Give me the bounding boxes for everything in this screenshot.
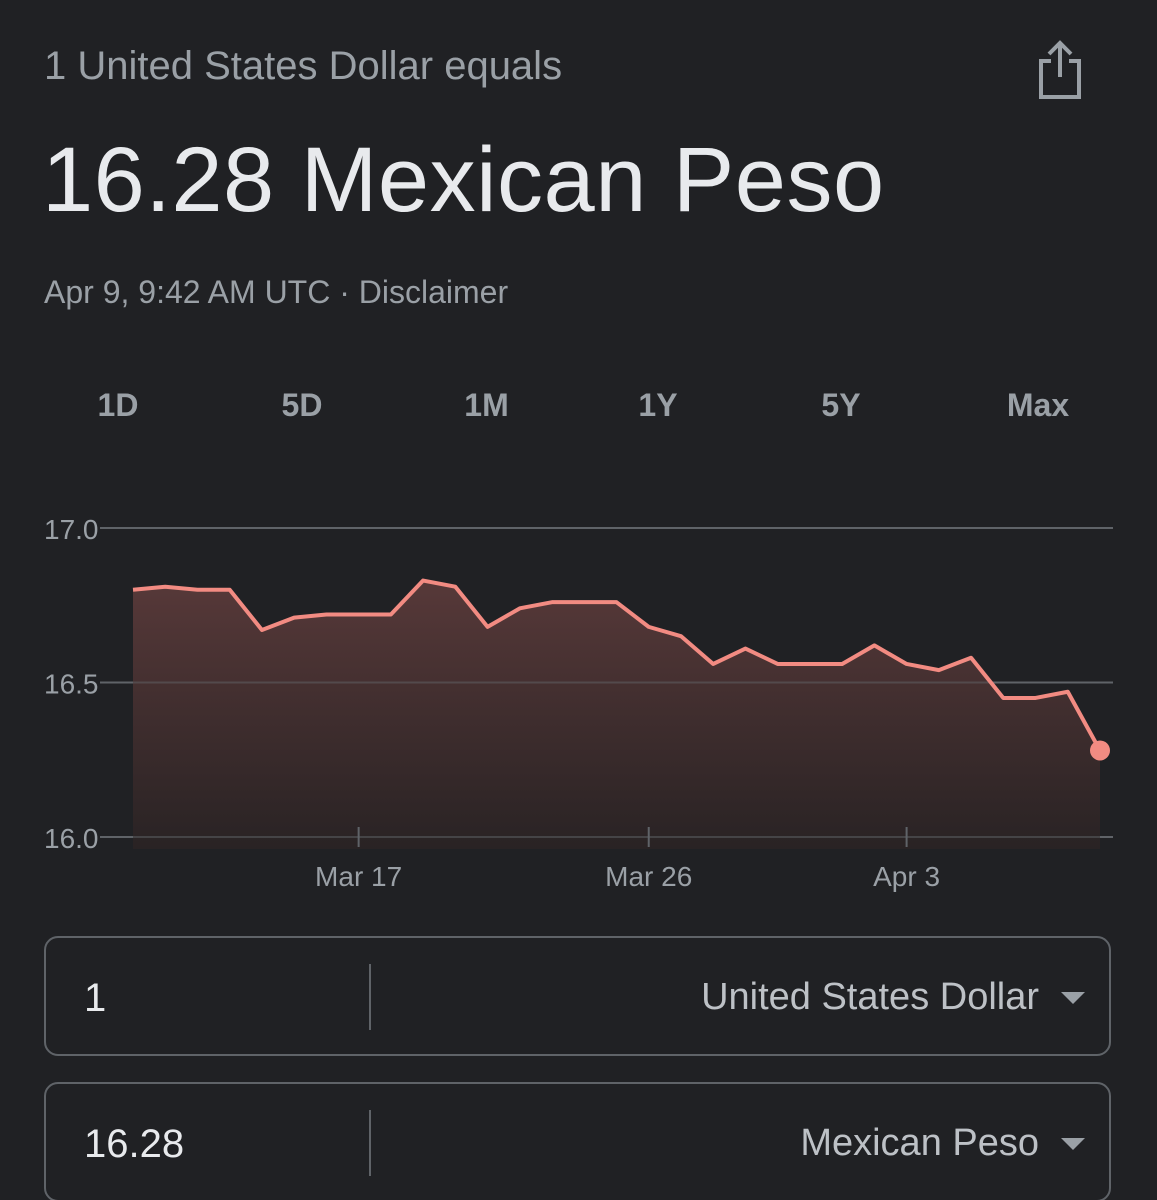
conversion-subtitle: 1 United States Dollar equals (44, 44, 563, 88)
y-tick-label: 16.0 (44, 823, 99, 854)
divider (369, 1110, 371, 1176)
tab-1y[interactable]: 1Y (638, 387, 678, 423)
from-currency-row: 1 United States Dollar (44, 936, 1111, 1056)
chart-area-fill (133, 580, 1100, 849)
disclaimer-link[interactable]: Disclaimer (358, 274, 509, 310)
x-tick-label: Mar 17 (315, 861, 402, 892)
tab-5d[interactable]: 5D (281, 387, 323, 423)
share-icon (1039, 40, 1081, 99)
y-tick-label: 17.0 (44, 514, 99, 545)
time-range-tabs: 1D 5D 1M 1Y 5Y Max (0, 372, 1157, 438)
tab-1m[interactable]: 1M (464, 387, 509, 423)
timestamp-line: Apr 9, 9:42 AM UTC · Disclaimer (44, 274, 508, 311)
chart-svg: 17.0 16.5 16.0 Mar 17 Mar 26 Apr 3 (44, 514, 1113, 892)
series-endpoint (1090, 740, 1110, 761)
divider (369, 964, 371, 1030)
tab-max[interactable]: Max (1006, 387, 1070, 423)
y-tick-label: 16.5 (44, 669, 99, 700)
tab-1d[interactable]: 1D (97, 387, 139, 423)
x-tick-label: Apr 3 (873, 861, 940, 892)
x-tick-label: Mar 26 (605, 861, 692, 892)
to-currency-row: 16.28 Mexican Peso (44, 1082, 1111, 1200)
share-button[interactable] (1024, 34, 1096, 106)
tab-5y[interactable]: 5Y (821, 387, 861, 423)
converted-value-heading: 16.28 Mexican Peso (42, 129, 885, 231)
from-amount-input[interactable]: 1 (84, 976, 107, 1020)
separator: · (339, 274, 350, 310)
timestamp: Apr 9, 9:42 AM UTC (44, 274, 331, 310)
chevron-down-icon[interactable] (1061, 992, 1085, 1004)
exchange-rate-chart[interactable]: 17.0 16.5 16.0 Mar 17 Mar 26 Apr 3 (0, 490, 1157, 910)
from-currency-select[interactable]: United States Dollar (701, 976, 1039, 1018)
to-currency-select[interactable]: Mexican Peso (800, 1122, 1039, 1164)
chevron-down-icon[interactable] (1061, 1138, 1085, 1150)
series-line (132, 578, 1102, 752)
to-amount-input[interactable]: 16.28 (84, 1122, 185, 1166)
